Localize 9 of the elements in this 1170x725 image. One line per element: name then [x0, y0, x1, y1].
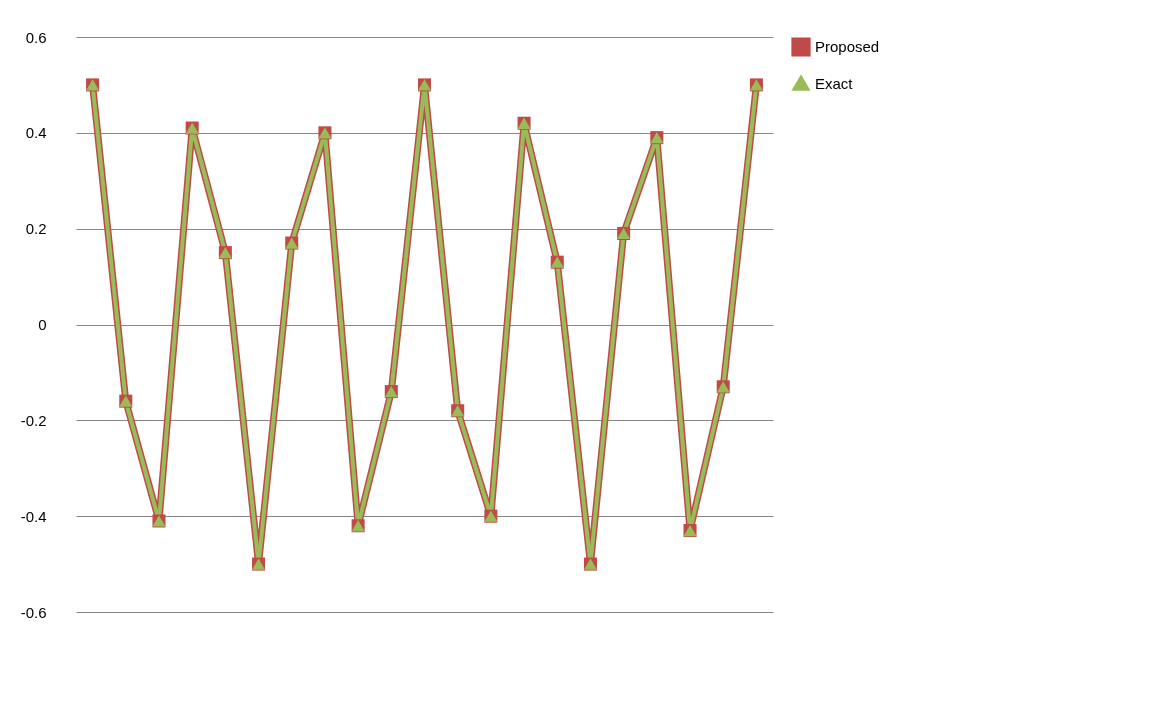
- y-tick-label: 0.6: [25, 28, 47, 46]
- legend-label: Exact: [815, 74, 854, 92]
- y-tick-label: 0.4: [25, 124, 47, 142]
- y-tick-label: -0.6: [20, 603, 47, 621]
- y-tick-label: 0: [38, 316, 47, 333]
- y-tick-label: -0.4: [20, 507, 47, 525]
- y-tick-label: 0.2: [25, 220, 47, 238]
- y-tick-label: -0.2: [20, 411, 47, 429]
- legend-label: Proposed: [815, 38, 880, 55]
